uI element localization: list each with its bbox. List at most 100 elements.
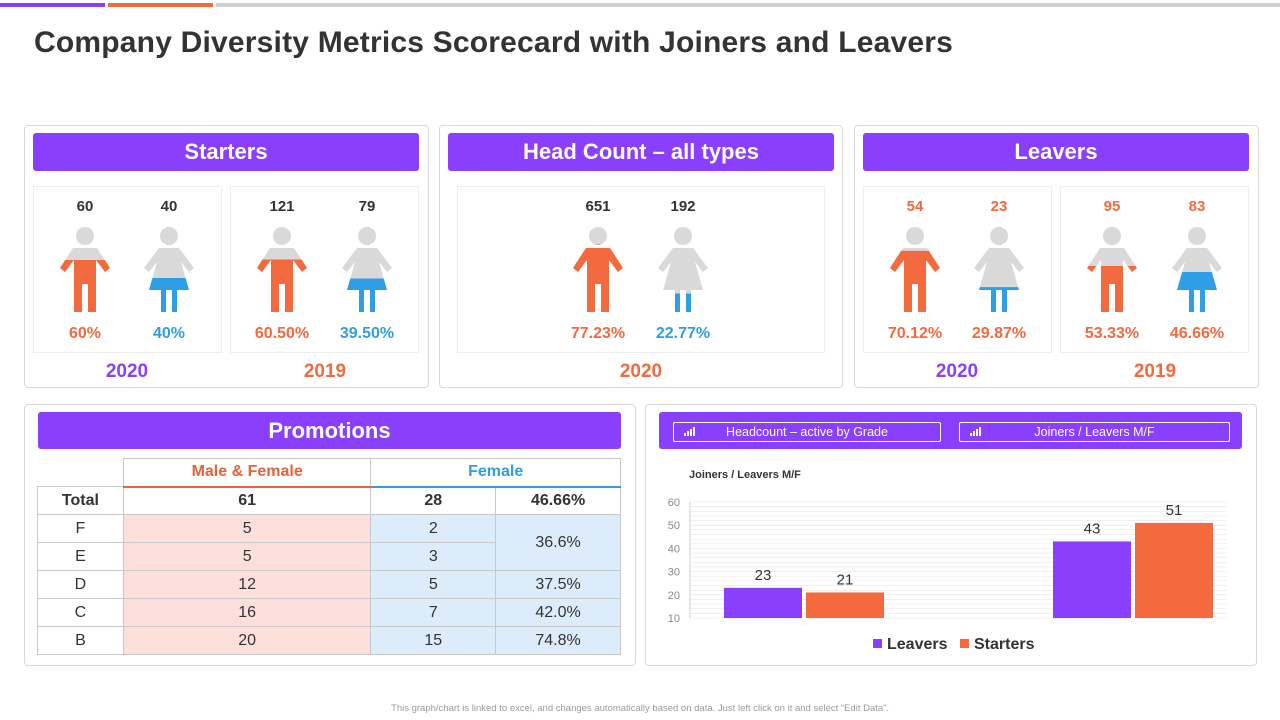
- leavers-year-2019: 2019: [1133, 361, 1177, 382]
- table-row: C 16 7 42.0%: [37, 598, 621, 627]
- headcount-year: 2020: [619, 361, 663, 382]
- starters-2020-female-pct: 40%: [152, 325, 186, 342]
- table-row: D 12 5 37.5%: [37, 570, 621, 599]
- headcount-female-count: 192: [670, 198, 696, 215]
- mf-cell: 20: [122, 626, 372, 655]
- female-figure-icon: [658, 227, 708, 312]
- tab-label: Headcount – active by Grade: [726, 425, 888, 439]
- f-cell: 15: [370, 626, 497, 655]
- bar-starters: [1135, 522, 1213, 618]
- leavers-header: Leavers: [863, 133, 1249, 171]
- total-label: Total: [37, 486, 124, 515]
- y-tick-label: 10: [668, 613, 680, 625]
- starters-year-2020: 2020: [105, 361, 149, 382]
- leavers-2020-female-pct: 29.87%: [971, 325, 1027, 342]
- bar-chart-icon: [970, 427, 981, 436]
- starters-header: Starters: [33, 133, 419, 171]
- female-figure-icon: [342, 227, 392, 312]
- female-figure-icon: [144, 227, 194, 312]
- legend-swatch: [960, 639, 969, 648]
- legend-swatch: [873, 639, 882, 648]
- chart-tab-bar: Headcount – active by Grade Joiners / Le…: [659, 412, 1242, 449]
- accent-segment-orange: [108, 3, 213, 7]
- starters-2019-male-count: 121: [269, 198, 295, 215]
- f-cell: 7: [370, 598, 497, 627]
- mf-cell: 5: [122, 514, 372, 543]
- female-figure-icon: [974, 227, 1024, 312]
- leavers-2019-male-pct: 53.33%: [1084, 325, 1140, 342]
- total-pct: 46.66%: [495, 486, 621, 515]
- f-cell: 5: [370, 570, 497, 599]
- footer-note: This graph/chart is linked to excel, and…: [391, 703, 889, 714]
- table-total-row: Total 61 28 46.66%: [37, 486, 621, 515]
- headcount-header: Head Count – all types: [448, 133, 834, 171]
- table-corner: [38, 459, 124, 487]
- male-figure-icon: [60, 227, 110, 312]
- bar-leavers: [724, 587, 802, 618]
- headcount-female-pct: 22.77%: [655, 325, 711, 342]
- starters-2019-female-count: 79: [358, 198, 376, 215]
- accent-segment-grey: [216, 3, 1280, 7]
- grade-cell: C: [37, 598, 124, 627]
- column-header-female: Female: [370, 458, 621, 488]
- male-figure-icon: [257, 227, 307, 312]
- table-row: F 5 2 36.6%: [37, 514, 621, 571]
- starters-2020-male-count: 60: [76, 198, 94, 215]
- joiners-leavers-chart: Joiners / Leavers M/F 10 20 30 40 50 60 23 21 43…: [668, 469, 1227, 653]
- tab-joiners-leavers[interactable]: Joiners / Leavers M/F: [959, 422, 1230, 442]
- total-mf: 61: [122, 486, 372, 515]
- y-tick-label: 50: [668, 520, 680, 532]
- legend-label-leavers: Leavers: [887, 636, 948, 653]
- accent-segment-purple: [0, 3, 105, 7]
- total-f: 28: [370, 486, 497, 515]
- promotions-header: Promotions: [38, 412, 621, 449]
- leavers-2019-male-count: 95: [1103, 198, 1121, 215]
- grade-cell: D: [37, 570, 124, 599]
- pct-cell: 37.5%: [495, 570, 621, 599]
- leavers-2019-female-count: 83: [1188, 198, 1206, 215]
- y-tick-label: 40: [668, 543, 680, 555]
- headcount-male-pct: 77.23%: [570, 325, 626, 342]
- leavers-2019-female-pct: 46.66%: [1169, 325, 1225, 342]
- page-title: Company Diversity Metrics Scorecard with…: [34, 26, 954, 59]
- table-row: B 20 15 74.8%: [37, 626, 621, 655]
- data-label: 51: [1166, 502, 1183, 519]
- starters-2020-female-count: 40: [160, 198, 178, 215]
- tab-headcount-by-grade[interactable]: Headcount – active by Grade: [673, 422, 941, 442]
- column-header-male-female: Male & Female: [122, 458, 372, 488]
- table-header-row: Male & Female Female: [38, 458, 621, 488]
- headcount-male-count: 651: [585, 198, 611, 215]
- bar-leavers: [1053, 541, 1131, 618]
- pct-cell: 42.0%: [495, 598, 621, 627]
- data-label: 23: [755, 567, 772, 584]
- starters-year-2019: 2019: [303, 361, 347, 382]
- leavers-2020-female-count: 23: [990, 198, 1008, 215]
- bar-starters: [806, 592, 884, 618]
- grade-cell: F: [37, 514, 124, 543]
- y-tick-label: 30: [668, 567, 680, 579]
- f-cell: 3: [370, 542, 497, 571]
- grade-cell: B: [37, 626, 124, 655]
- headcount-box: [457, 186, 825, 353]
- chart-title: Joiners / Leavers M/F: [689, 469, 801, 481]
- y-tick-label: 20: [668, 590, 680, 602]
- data-label: 43: [1084, 520, 1101, 537]
- leavers-2020-male-pct: 70.12%: [887, 325, 943, 342]
- mf-cell: 12: [122, 570, 372, 599]
- y-tick-label: 60: [668, 497, 680, 509]
- tab-label: Joiners / Leavers M/F: [1034, 425, 1155, 439]
- starters-2019-female-pct: 39.50%: [339, 325, 395, 342]
- data-label: 21: [837, 571, 854, 588]
- male-figure-icon: [1087, 227, 1137, 312]
- promotions-table: Male & Female Female Total 61 28 46.66% …: [37, 458, 621, 655]
- f-cell: 2: [370, 514, 497, 543]
- bar-chart-icon: [684, 427, 695, 436]
- legend-label-starters: Starters: [974, 636, 1035, 653]
- starters-2020-male-pct: 60%: [68, 325, 102, 342]
- grade-cell: E: [37, 542, 124, 571]
- mf-cell: 5: [122, 542, 372, 571]
- female-figure-icon: [1172, 227, 1222, 312]
- male-figure-icon: [890, 227, 940, 312]
- pct-cell: 74.8%: [495, 626, 621, 655]
- pct-cell: 36.6%: [495, 514, 621, 571]
